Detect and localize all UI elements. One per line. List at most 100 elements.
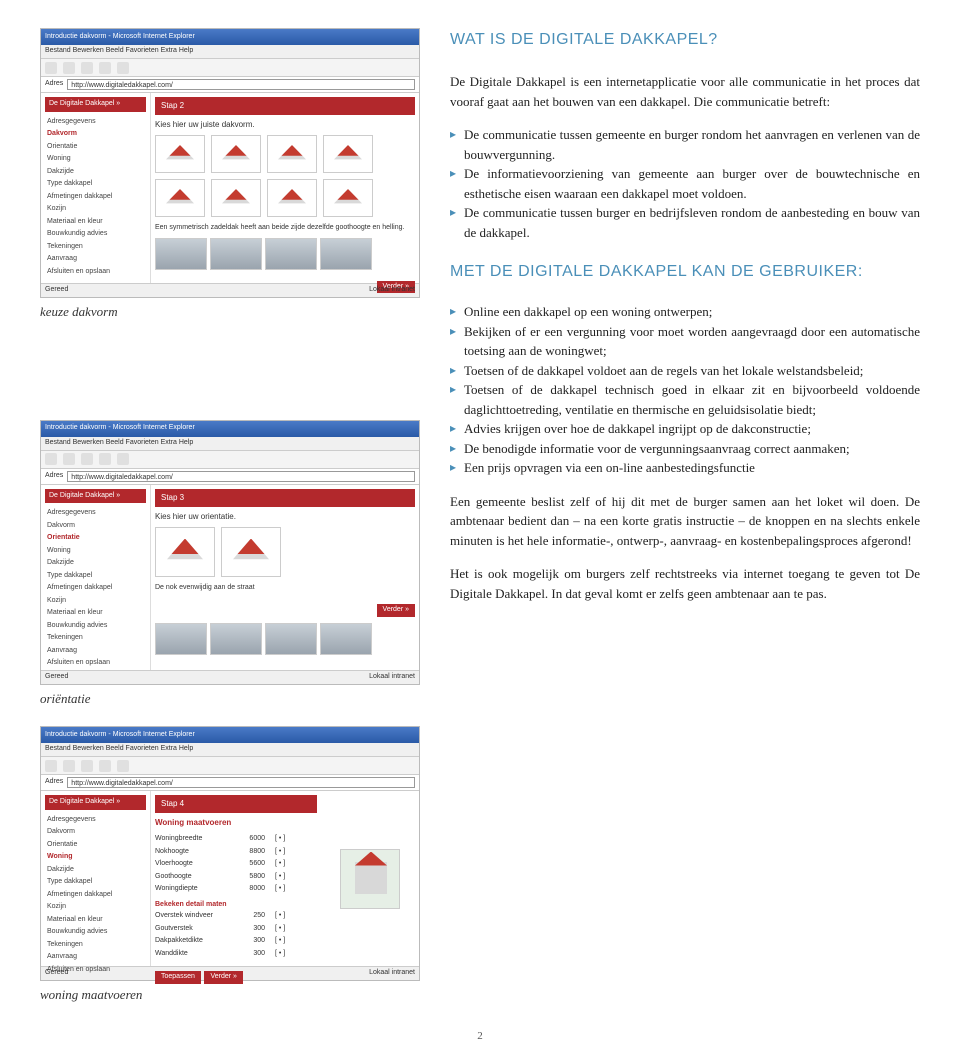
step-3: Orientatie	[45, 839, 146, 852]
field-label: Woningdiepte	[155, 884, 225, 895]
field-unit: [ • ]	[275, 859, 285, 870]
window-titlebar: Introductie dakvorm - Microsoft Internet…	[41, 421, 419, 437]
roof-options	[155, 527, 415, 577]
step-4: Woning	[45, 851, 146, 864]
refresh-icon	[99, 62, 111, 74]
app-sidebar: De Digitale Dakkapel » Adresgegevens Dak…	[41, 791, 151, 966]
home-icon	[117, 62, 129, 74]
step-12: Aanvraag	[45, 951, 146, 964]
step-9: Materiaal en kleur	[45, 607, 146, 620]
step-8: Kozijn	[45, 203, 146, 216]
roof-option	[155, 527, 215, 577]
step-header: Stap 4	[155, 795, 317, 813]
step-1: Adresgegevens	[45, 507, 146, 520]
step-2: Dakvorm	[45, 128, 146, 141]
app-sidebar: De Digitale Dakkapel » Adresgegevens Dak…	[41, 93, 151, 283]
photo-row	[155, 238, 415, 270]
fwd-icon	[63, 453, 75, 465]
roof-option	[267, 135, 317, 173]
roof-option	[155, 135, 205, 173]
addr-label: Adres	[45, 777, 63, 788]
step-11: Tekeningen	[45, 241, 146, 254]
right-column: WAT IS DE DIGITALE DAKKAPEL? De Digitale…	[450, 28, 920, 1023]
caption-2: oriëntatie	[40, 689, 420, 709]
step-10: Bouwkundig advies	[45, 926, 146, 939]
window-menu: Bestand Bewerken Beeld Favorieten Extra …	[41, 45, 419, 59]
field-val: 250	[235, 911, 265, 922]
app-main: Stap 3 Kies hier uw orientatie. De nok e…	[151, 485, 419, 670]
photo-thumb	[320, 238, 372, 270]
bullet-item: Toetsen of de dakkapel voldoet aan de re…	[450, 361, 920, 381]
roof-options	[155, 179, 415, 217]
field-label: Goutverstek	[155, 924, 225, 935]
heading-2: MET DE DIGITALE DAKKAPEL KAN DE GEBRUIKE…	[450, 260, 920, 284]
field-label: Goothoogte	[155, 872, 225, 883]
browser-window: Introductie dakvorm - Microsoft Internet…	[40, 726, 420, 981]
bullet-item: Advies krijgen over hoe de dakkapel ingr…	[450, 419, 920, 439]
back-icon	[45, 453, 57, 465]
photo-thumb	[155, 623, 207, 655]
step-13: Afsluiten en opslaan	[45, 657, 146, 670]
address-bar: Adreshttp://www.digitaledakkapel.com/	[41, 77, 419, 93]
step-hint: De nok evenwijdig aan de straat	[155, 583, 415, 594]
field-label: Wanddikte	[155, 949, 225, 960]
screenshot-dakvorm: Introductie dakvorm - Microsoft Internet…	[40, 28, 420, 322]
field-label: Vloerhoogte	[155, 859, 225, 870]
step-6: Type dakkapel	[45, 570, 146, 583]
bullet-item: De informatievoorziening van gemeente aa…	[450, 164, 920, 203]
detail-table: Overstek windveer250[ • ] Goutverstek300…	[155, 910, 317, 960]
step-5: Dakzijde	[45, 166, 146, 179]
step-6: Type dakkapel	[45, 178, 146, 191]
roof-option	[323, 179, 373, 217]
roof-option	[155, 179, 205, 217]
status-left: Gereed	[45, 672, 68, 683]
house-preview	[325, 795, 415, 962]
bullet-item: Online een dakkapel op een woning ontwer…	[450, 302, 920, 322]
paragraph-2: Een gemeente beslist zelf of hij dit met…	[450, 492, 920, 551]
bullet-item: De communicatie tussen burger en bedrijf…	[450, 203, 920, 242]
field-val: 300	[235, 924, 265, 935]
fwd-icon	[63, 62, 75, 74]
browser-toolbar	[41, 451, 419, 469]
field-label: Woningbreedte	[155, 834, 225, 845]
browser-window: Introductie dakvorm - Microsoft Internet…	[40, 28, 420, 298]
field-val: 8000	[235, 884, 265, 895]
step-11: Tekeningen	[45, 632, 146, 645]
window-title: Introductie dakvorm - Microsoft Internet…	[45, 32, 195, 43]
bullet-item: Een prijs opvragen via een on-line aanbe…	[450, 458, 920, 478]
measure-table: Woningbreedte6000[ • ] Nokhoogte8800[ • …	[155, 833, 317, 896]
step-3: Orientatie	[45, 141, 146, 154]
photo-thumb	[265, 623, 317, 655]
bullet-item: Toetsen of de dakkapel technisch goed in…	[450, 380, 920, 419]
photo-thumb	[210, 623, 262, 655]
stop-icon	[81, 760, 93, 772]
home-icon	[117, 760, 129, 772]
fwd-icon	[63, 760, 75, 772]
back-icon	[45, 62, 57, 74]
field-unit: [ • ]	[275, 834, 285, 845]
app-main: Stap 4 Woning maatvoeren Woningbreedte60…	[151, 791, 419, 966]
step-6: Type dakkapel	[45, 876, 146, 889]
stop-icon	[81, 453, 93, 465]
step-7: Afmetingen dakkapel	[45, 191, 146, 204]
status-left: Gereed	[45, 285, 68, 296]
screenshot-orientatie: Introductie dakvorm - Microsoft Internet…	[40, 420, 420, 709]
step-7: Afmetingen dakkapel	[45, 889, 146, 902]
step-13: Afsluiten en opslaan	[45, 266, 146, 279]
step-3: Orientatie	[45, 532, 146, 545]
refresh-icon	[99, 453, 111, 465]
detail-head: Bekeken detail maten	[155, 900, 317, 911]
intro-paragraph: De Digitale Dakkapel is een internetappl…	[450, 72, 920, 111]
step-10: Bouwkundig advies	[45, 228, 146, 241]
refresh-icon	[99, 760, 111, 772]
field-unit: [ • ]	[275, 847, 285, 858]
step-sub: Woning maatvoeren	[155, 817, 317, 829]
status-bar: GereedLokaal intranet	[41, 670, 419, 684]
toepassen-button: Toepassen	[155, 971, 201, 984]
browser-toolbar	[41, 59, 419, 77]
field-label: Nokhoogte	[155, 847, 225, 858]
field-val: 300	[235, 949, 265, 960]
caption-3: woning maatvoeren	[40, 985, 420, 1005]
verder-button: Verder »	[377, 604, 415, 617]
field-unit: [ • ]	[275, 924, 285, 935]
